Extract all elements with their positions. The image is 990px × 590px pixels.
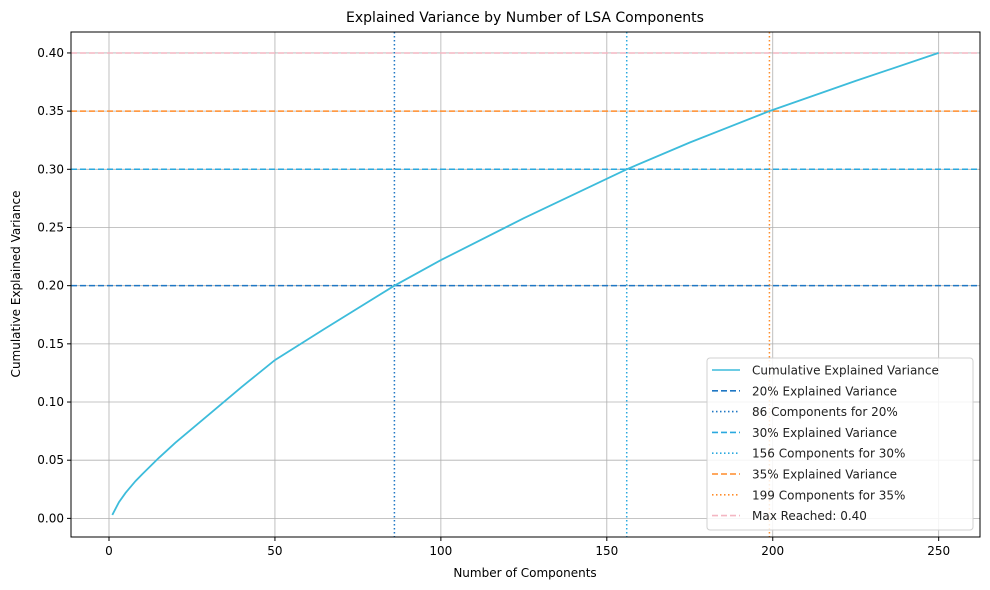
legend-box [706, 357, 974, 531]
x-tick-label: 100 [429, 544, 452, 558]
x-tick-label: 250 [927, 544, 950, 558]
reference-lines [71, 32, 980, 537]
legend-label: 30% Explained Variance [752, 426, 897, 440]
legend-label: 35% Explained Variance [752, 468, 897, 482]
y-tick-label: 0.35 [37, 104, 64, 118]
y-tick-label: 0.00 [37, 511, 64, 525]
y-tick-label: 0.20 [37, 279, 64, 293]
y-axis-label: Cumulative Explained Variance [9, 191, 23, 378]
series-line [111, 52, 939, 516]
y-tick-label: 0.30 [37, 162, 64, 176]
legend-label: 199 Components for 35% [752, 488, 905, 502]
y-tick-label: 0.25 [37, 220, 64, 234]
plot-frame [70, 31, 981, 538]
legend-label: Max Reached: 0.40 [752, 509, 867, 523]
ticks: 0 50 100 150 200 250 0.00 0.05 0.10 0.15 0.20 0.25 0… [37, 46, 950, 558]
legend-label: 86 Components for 20% [752, 405, 898, 419]
legend-label: 20% Explained Variance [752, 384, 897, 398]
x-tick-label: 0 [105, 544, 113, 558]
x-axis-label: Number of Components [453, 566, 596, 580]
y-tick-label: 0.40 [37, 46, 64, 60]
y-tick-label: 0.05 [37, 453, 64, 467]
x-tick-label: 50 [267, 544, 282, 558]
legend-label: 156 Components for 30% [752, 447, 905, 461]
legend-label: Cumulative Explained Variance [752, 364, 939, 378]
y-tick-label: 0.15 [37, 337, 64, 351]
series [111, 52, 939, 516]
y-tick-label: 0.10 [37, 395, 64, 409]
x-tick-label: 150 [595, 544, 618, 558]
legend: Cumulative Explained Variance 20% Explain… [706, 357, 974, 531]
chart-title: Explained Variance by Number of LSA Comp… [346, 10, 704, 26]
x-tick-label: 200 [761, 544, 784, 558]
